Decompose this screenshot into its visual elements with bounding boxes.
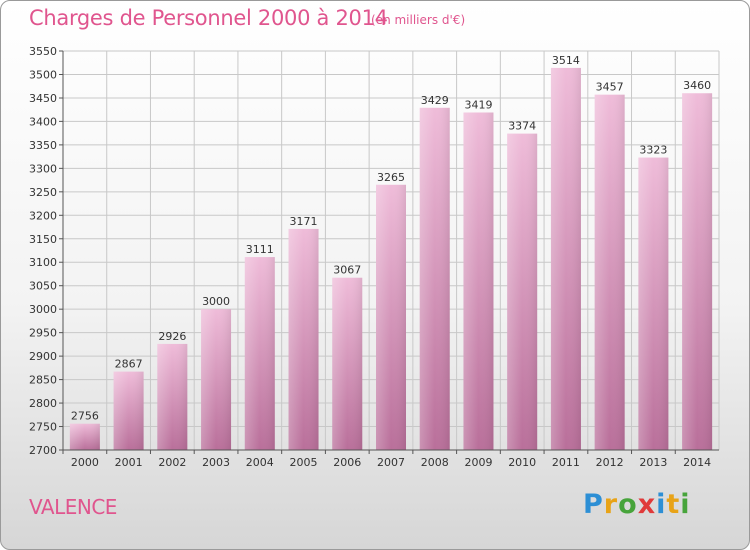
bar-value-label: 3429 [421, 94, 449, 107]
axis-layer: 2700 2750 2800 2850 2900 2950 3000 3050 3100 3150… [29, 45, 719, 469]
bar-value-label: 2926 [158, 330, 186, 343]
proxiti-logo: Proxiti [583, 489, 691, 520]
town-name: VALENCE [29, 495, 117, 519]
bar-value-label: 3323 [639, 144, 667, 157]
y-tick-label: 3100 [29, 256, 57, 269]
x-tick-label: 2007 [377, 456, 405, 469]
bar-shade [638, 157, 669, 451]
y-tick-label: 3000 [29, 303, 57, 316]
x-tick-label: 2013 [639, 456, 667, 469]
bar-shade [594, 94, 625, 450]
bar-shade [69, 423, 100, 450]
y-tick-label: 3300 [29, 162, 57, 175]
x-tick-label: 2001 [115, 456, 143, 469]
y-tick-label: 3050 [29, 280, 57, 293]
x-tick-label: 2008 [421, 456, 449, 469]
y-tick-label: 3400 [29, 115, 57, 128]
bar-value-label: 2867 [115, 358, 143, 371]
y-tick-label: 2950 [29, 327, 57, 340]
bar-shade [332, 277, 363, 450]
bar-shade [201, 309, 232, 450]
bar-value-label: 3067 [333, 264, 361, 277]
bar-value-label: 3457 [596, 81, 624, 94]
x-tick-label: 2000 [71, 456, 99, 469]
x-tick-label: 2003 [202, 456, 230, 469]
bar-value-label: 3000 [202, 295, 230, 308]
bar-value-label: 3111 [246, 243, 274, 256]
y-tick-label: 2750 [29, 421, 57, 434]
bar-shade [463, 112, 494, 450]
x-tick-label: 2012 [596, 456, 624, 469]
y-tick-label: 3150 [29, 233, 57, 246]
x-tick-label: 2005 [290, 456, 318, 469]
bar-value-label: 2756 [71, 410, 99, 423]
bar-shade [507, 133, 538, 451]
bar-value-label: 3514 [552, 54, 580, 67]
y-tick-label: 2850 [29, 374, 57, 387]
bar-shade [682, 93, 713, 450]
y-tick-label: 3500 [29, 68, 57, 81]
x-tick-label: 2006 [333, 456, 361, 469]
bar-shade [113, 371, 144, 450]
y-tick-label: 3550 [29, 45, 57, 58]
x-tick-label: 2014 [683, 456, 711, 469]
bar-shade [244, 257, 275, 450]
chart-title: Charges de Personnel 2000 à 2014 [29, 6, 388, 30]
bar-shade [550, 67, 581, 450]
y-tick-label: 2900 [29, 350, 57, 363]
y-tick-label: 2700 [29, 444, 57, 457]
x-tick-label: 2011 [552, 456, 580, 469]
x-tick-label: 2010 [508, 456, 536, 469]
bar-value-label: 3374 [508, 120, 536, 133]
bars-layer: 2756 2867 2926 3000 3111 3171 3067 3265 3429 3419… [69, 54, 713, 451]
bar-value-label: 3171 [290, 215, 318, 228]
bar-shade [376, 184, 406, 450]
x-tick-label: 2009 [464, 456, 492, 469]
bar-value-label: 3460 [683, 79, 711, 92]
y-tick-label: 3250 [29, 186, 57, 199]
chart-subtitle: (en milliers d'€) [371, 13, 466, 27]
bar-value-label: 3419 [464, 98, 492, 111]
bar-shade [157, 343, 188, 450]
y-tick-label: 2800 [29, 397, 57, 410]
y-tick-label: 3200 [29, 209, 57, 222]
bar-value-label: 3265 [377, 171, 405, 184]
bar-shade [288, 228, 319, 450]
x-tick-label: 2004 [246, 456, 274, 469]
bar-shade [419, 107, 450, 450]
y-tick-label: 3350 [29, 139, 57, 152]
y-tick-label: 3450 [29, 92, 57, 105]
x-tick-label: 2002 [158, 456, 186, 469]
